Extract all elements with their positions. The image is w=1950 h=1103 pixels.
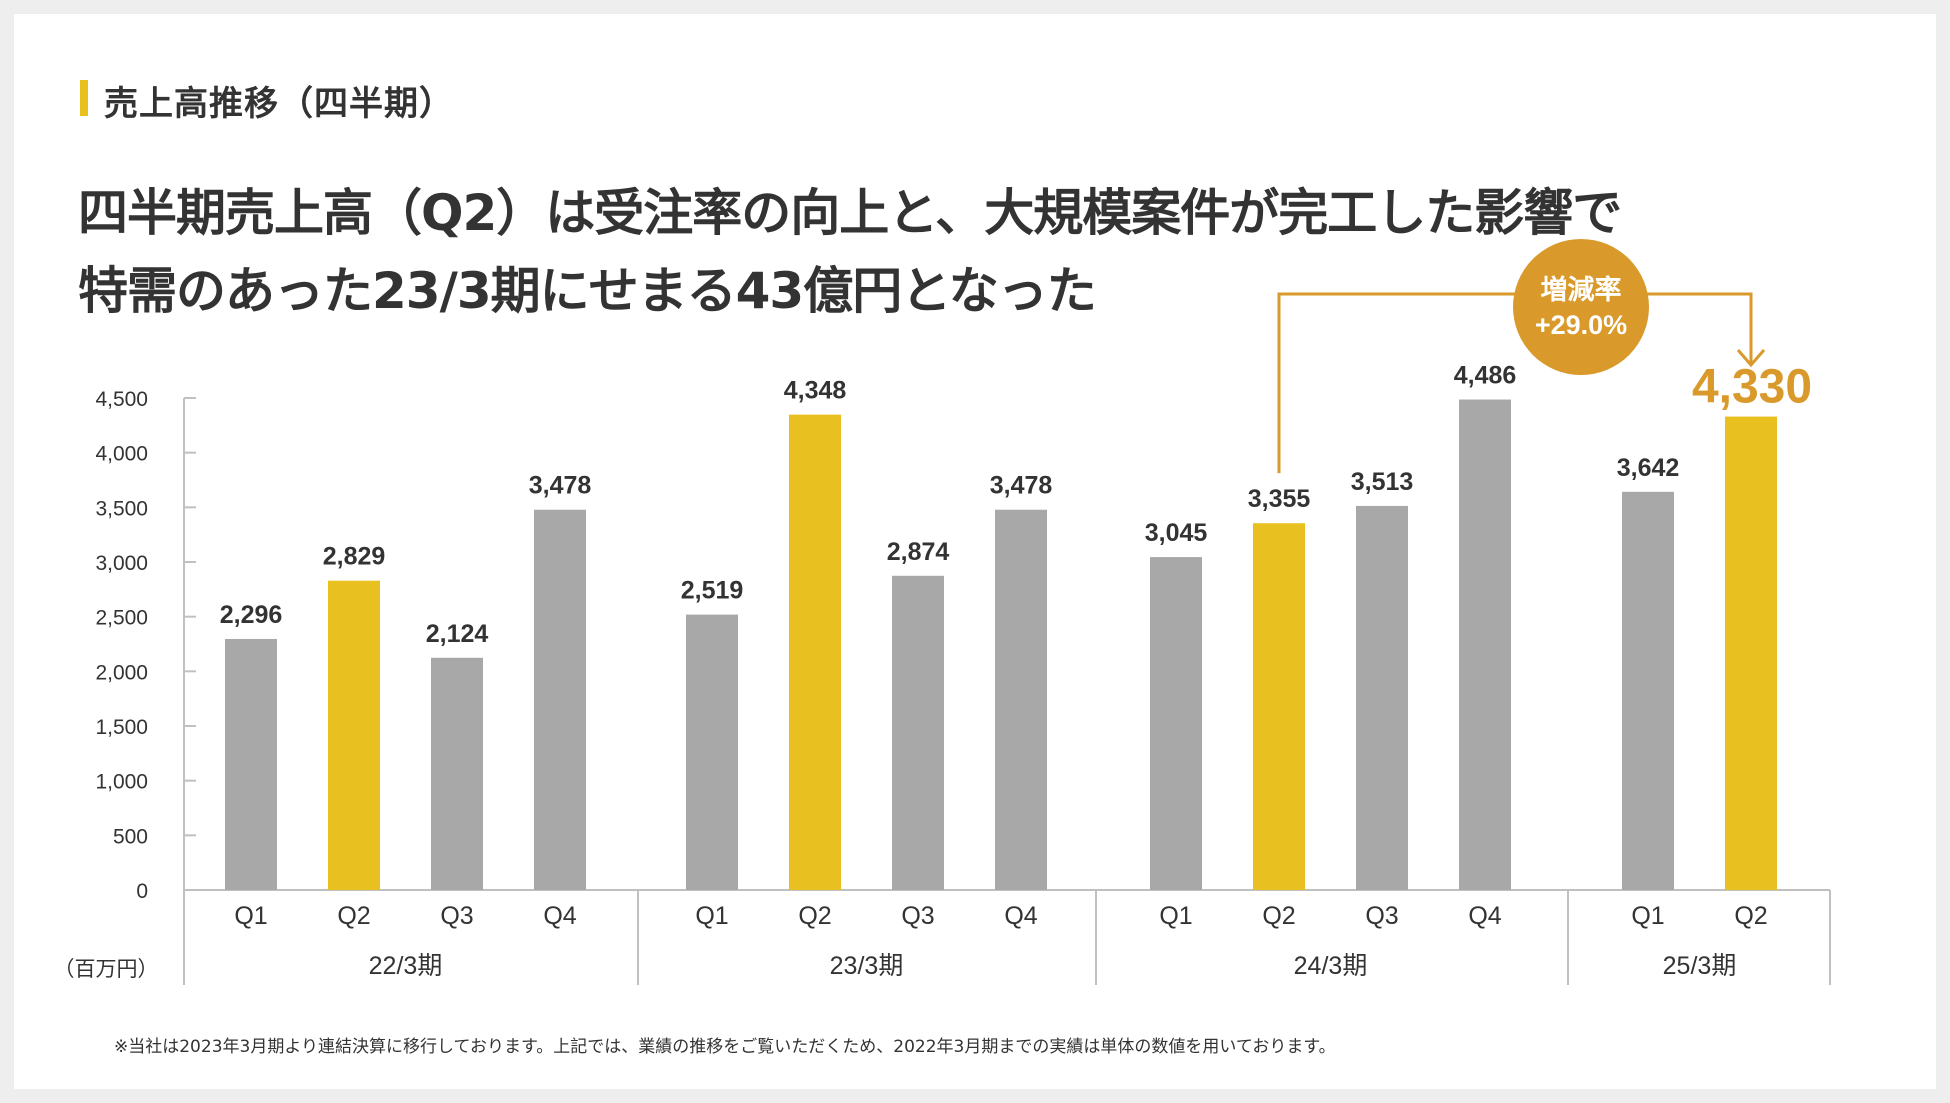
group-label: 22/3期: [369, 952, 443, 980]
bar-23/3期-Q2: [789, 414, 841, 890]
bar-25/3期-Q2: [1725, 416, 1777, 890]
bar-23/3期-Q1: [686, 614, 738, 890]
y-tick-label: 2,000: [95, 661, 148, 684]
x-tick-label: Q1: [1631, 902, 1664, 930]
y-tick-label: 3,500: [95, 497, 148, 520]
growth-badge-value: +29.0%: [1535, 310, 1627, 340]
y-tick-label: 1,500: [95, 716, 148, 739]
bar-24/3期-Q4: [1459, 399, 1511, 890]
data-label: 2,124: [426, 620, 489, 648]
bar-22/3期-Q2: [328, 580, 380, 890]
x-tick-label: Q3: [901, 902, 934, 930]
section-title: 売上高推移（四半期）: [104, 84, 454, 124]
data-label: 3,478: [990, 472, 1053, 500]
y-tick-label: 0: [136, 880, 148, 903]
data-label: 3,642: [1617, 454, 1680, 482]
x-tick-label: Q2: [337, 902, 370, 930]
y-tick-label: 1,000: [95, 771, 148, 794]
x-tick-label: Q4: [1468, 902, 1501, 930]
data-label: 3,513: [1351, 468, 1414, 496]
growth-badge-title: 増減率: [1541, 274, 1622, 305]
bar-22/3期-Q1: [225, 638, 277, 890]
bar-22/3期-Q4: [534, 509, 586, 890]
x-tick-label: Q3: [440, 902, 473, 930]
headline: 四半期売上高（Q2）は受注率の向上と、大規模案件が完工した影響で 特需のあった2…: [78, 174, 1778, 330]
growth-arrowhead: [1736, 349, 1766, 368]
data-label: 2,829: [323, 543, 386, 571]
y-tick-label: 4,000: [95, 443, 148, 466]
y-tick-label: 500: [113, 825, 148, 848]
group-label: 25/3期: [1663, 952, 1737, 980]
data-label: 2,296: [220, 601, 283, 629]
x-tick-label: Q4: [1004, 902, 1037, 930]
group-label: 23/3期: [830, 952, 904, 980]
data-label: 3,478: [529, 472, 592, 500]
data-label: 2,519: [681, 577, 744, 605]
bar-23/3期-Q4: [995, 509, 1047, 890]
bar-22/3期-Q3: [431, 657, 483, 890]
x-tick-label: Q1: [1159, 902, 1192, 930]
x-tick-label: Q2: [1262, 902, 1295, 930]
data-label: 4,486: [1454, 362, 1517, 390]
x-tick-label: Q1: [234, 902, 267, 930]
bar-24/3期-Q3: [1356, 505, 1408, 890]
x-tick-label: Q3: [1365, 902, 1398, 930]
bar-23/3期-Q3: [892, 575, 944, 890]
x-tick-label: Q2: [1734, 902, 1767, 930]
footnote: ※当社は2023年3月期より連結決算に移行しております。上記では、業績の推移をご…: [114, 1037, 1336, 1057]
y-tick-label: 2,500: [95, 607, 148, 630]
x-tick-label: Q2: [798, 902, 831, 930]
data-label: 3,045: [1145, 519, 1208, 547]
y-tick-label: 4,500: [95, 388, 148, 411]
headline-line-2: 特需のあった23/3期にせまる43億円となった: [78, 262, 1097, 320]
bar-24/3期-Q2: [1253, 523, 1305, 890]
bar-25/3期-Q1: [1622, 491, 1674, 890]
x-tick-label: Q1: [695, 902, 728, 930]
group-label: 24/3期: [1294, 952, 1368, 980]
data-label: 2,874: [887, 538, 950, 566]
growth-badge: [1513, 239, 1649, 375]
headline-line-1: 四半期売上高（Q2）は受注率の向上と、大規模案件が完工した影響で: [78, 184, 1622, 242]
y-tick-label: 3,000: [95, 552, 148, 575]
data-label: 4,348: [784, 377, 847, 405]
section-marker: [80, 80, 88, 116]
bar-24/3期-Q1: [1150, 557, 1202, 890]
x-tick-label: Q4: [543, 902, 576, 930]
data-label-emphasis: 4,330: [1692, 361, 1812, 414]
slide: 売上高推移（四半期） 四半期売上高（Q2）は受注率の向上と、大規模案件が完工した…: [14, 14, 1936, 1089]
data-label: 3,355: [1248, 485, 1311, 513]
unit-label: （百万円）: [54, 958, 159, 981]
